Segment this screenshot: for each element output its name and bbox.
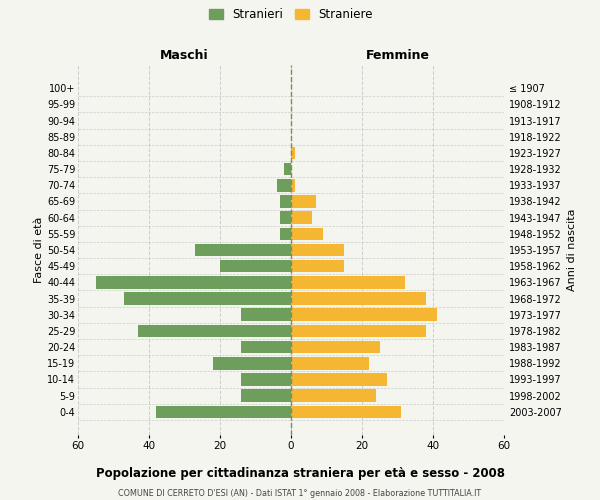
Bar bbox=[291, 373, 387, 386]
Bar bbox=[139, 324, 291, 337]
Bar bbox=[280, 212, 291, 224]
Bar bbox=[291, 308, 437, 321]
Bar bbox=[291, 260, 344, 272]
Y-axis label: Anni di nascita: Anni di nascita bbox=[567, 209, 577, 291]
Bar bbox=[291, 276, 404, 288]
Bar bbox=[291, 341, 380, 353]
Bar bbox=[291, 357, 369, 370]
Bar bbox=[291, 244, 344, 256]
Legend: Stranieri, Straniere: Stranieri, Straniere bbox=[205, 4, 377, 24]
Bar bbox=[291, 146, 295, 159]
Text: Popolazione per cittadinanza straniera per età e sesso - 2008: Popolazione per cittadinanza straniera p… bbox=[95, 468, 505, 480]
Bar bbox=[124, 292, 291, 305]
Bar bbox=[220, 260, 291, 272]
Bar bbox=[291, 324, 426, 337]
Bar bbox=[195, 244, 291, 256]
Bar bbox=[291, 212, 313, 224]
Bar bbox=[284, 163, 291, 175]
Bar bbox=[280, 195, 291, 208]
Y-axis label: Fasce di età: Fasce di età bbox=[34, 217, 44, 283]
Bar bbox=[291, 195, 316, 208]
Bar bbox=[156, 406, 291, 418]
Bar bbox=[277, 179, 291, 192]
Bar bbox=[241, 308, 291, 321]
Bar bbox=[241, 373, 291, 386]
Text: COMUNE DI CERRETO D'ESI (AN) - Dati ISTAT 1° gennaio 2008 - Elaborazione TUTTITA: COMUNE DI CERRETO D'ESI (AN) - Dati ISTA… bbox=[118, 489, 482, 498]
Bar bbox=[241, 390, 291, 402]
Bar bbox=[96, 276, 291, 288]
Bar bbox=[291, 228, 323, 240]
Bar bbox=[291, 390, 376, 402]
Bar bbox=[291, 406, 401, 418]
Bar bbox=[291, 292, 426, 305]
Bar bbox=[280, 228, 291, 240]
Bar bbox=[241, 341, 291, 353]
Bar bbox=[213, 357, 291, 370]
Bar bbox=[291, 179, 295, 192]
